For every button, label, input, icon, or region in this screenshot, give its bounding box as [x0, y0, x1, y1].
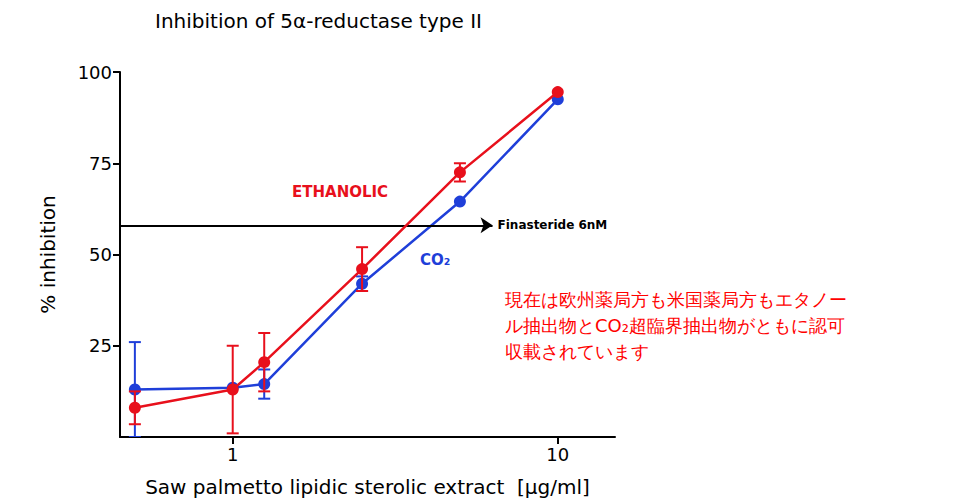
svg-text:ETHANOLIC: ETHANOLIC: [292, 183, 388, 201]
svg-text:Inhibition of 5α-reductase typ: Inhibition of 5α-reductase type II: [155, 9, 482, 33]
svg-text:100: 100: [78, 62, 112, 83]
svg-text:CO₂: CO₂: [420, 251, 450, 269]
svg-text:現在は欧州薬局方も米国薬局方もエタノー: 現在は欧州薬局方も米国薬局方もエタノー: [505, 289, 847, 310]
svg-text:ル抽出物とCO₂超臨界抽出物がともに認可: ル抽出物とCO₂超臨界抽出物がともに認可: [505, 315, 845, 336]
svg-text:1: 1: [227, 444, 238, 465]
svg-text:25: 25: [89, 335, 112, 356]
svg-text:50: 50: [89, 244, 112, 265]
svg-text:10: 10: [546, 444, 569, 465]
svg-text:% inhibition: % inhibition: [36, 195, 60, 313]
svg-text:75: 75: [89, 153, 112, 174]
svg-text:収載されています: 収載されています: [505, 341, 649, 362]
svg-text:Saw palmetto lipidic sterolic: Saw palmetto lipidic sterolic extract [μ…: [145, 475, 590, 499]
svg-text:Finasteride 6nM: Finasteride 6nM: [498, 218, 608, 232]
